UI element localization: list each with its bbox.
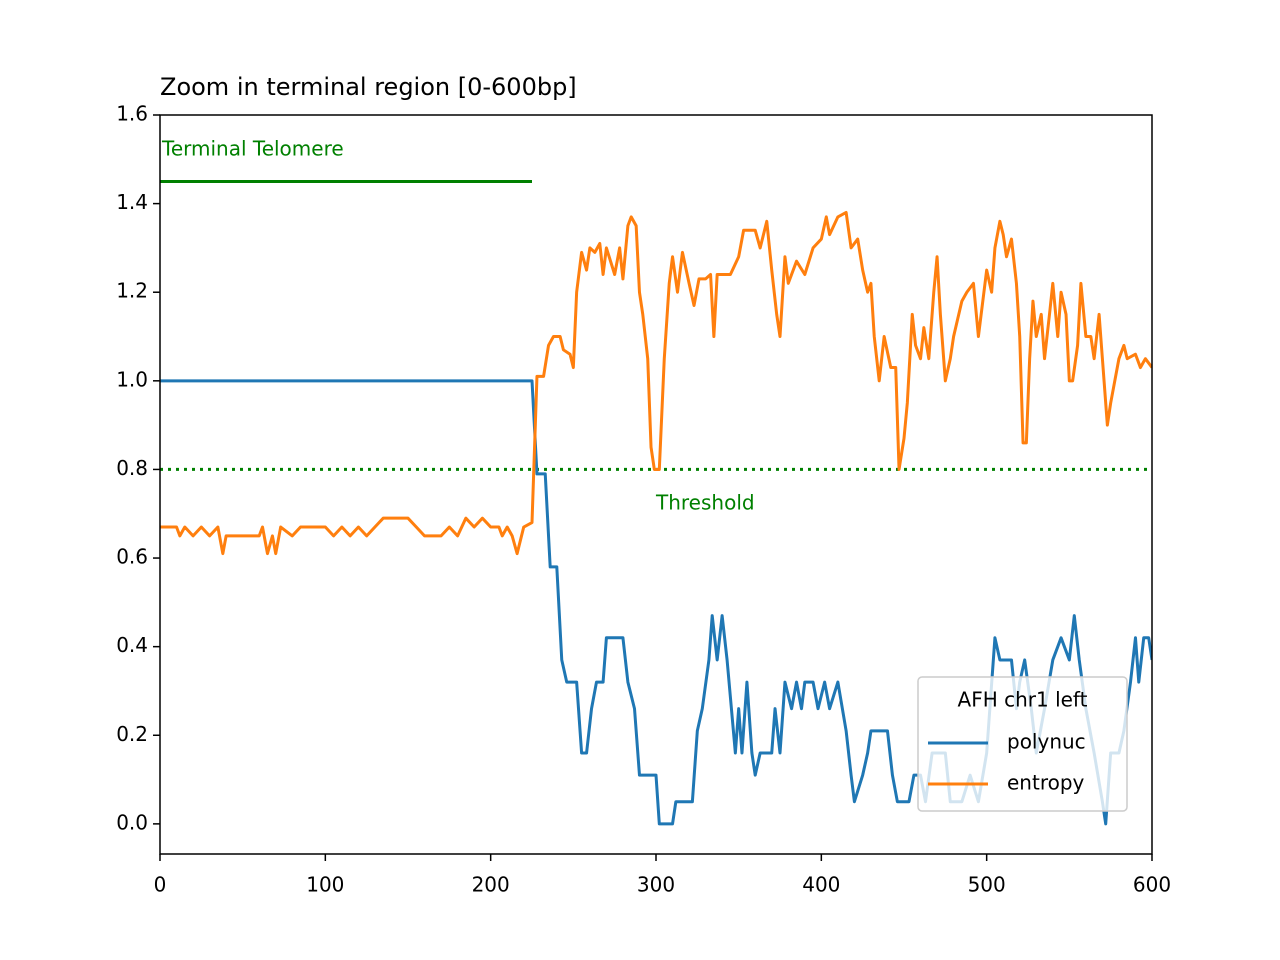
- y-tick-label: 0.8: [116, 456, 148, 480]
- threshold-label: Threshold: [655, 491, 755, 515]
- x-tick-label: 500: [968, 873, 1006, 897]
- legend-title: AFH chr1 left: [958, 688, 1088, 712]
- x-tick-label: 200: [472, 873, 510, 897]
- x-tick-label: 300: [637, 873, 675, 897]
- y-tick-label: 1.0: [116, 367, 148, 391]
- x-tick-label: 100: [306, 873, 344, 897]
- y-tick-label: 0.0: [116, 810, 148, 834]
- y-tick-label: 0.2: [116, 722, 148, 746]
- y-tick-label: 0.6: [116, 545, 148, 569]
- x-tick-label: 0: [154, 873, 167, 897]
- y-tick-label: 0.4: [116, 633, 148, 657]
- chart-title: Zoom in terminal region [0-600bp]: [160, 73, 577, 101]
- x-tick-label: 400: [802, 873, 840, 897]
- y-tick-label: 1.2: [116, 279, 148, 303]
- legend-label: entropy: [1007, 771, 1085, 795]
- legend-label: polynuc: [1007, 730, 1086, 754]
- series-line: [160, 379, 1152, 826]
- y-tick-label: 1.6: [116, 102, 148, 126]
- legend-box: [917, 676, 1128, 812]
- telomere-label: Terminal Telomere: [161, 137, 344, 161]
- x-tick-label: 600: [1133, 873, 1171, 897]
- y-tick-label: 1.4: [116, 190, 148, 214]
- plot-area: [160, 179, 1152, 826]
- axes-frame: [159, 114, 1153, 855]
- series-line: [160, 210, 1152, 556]
